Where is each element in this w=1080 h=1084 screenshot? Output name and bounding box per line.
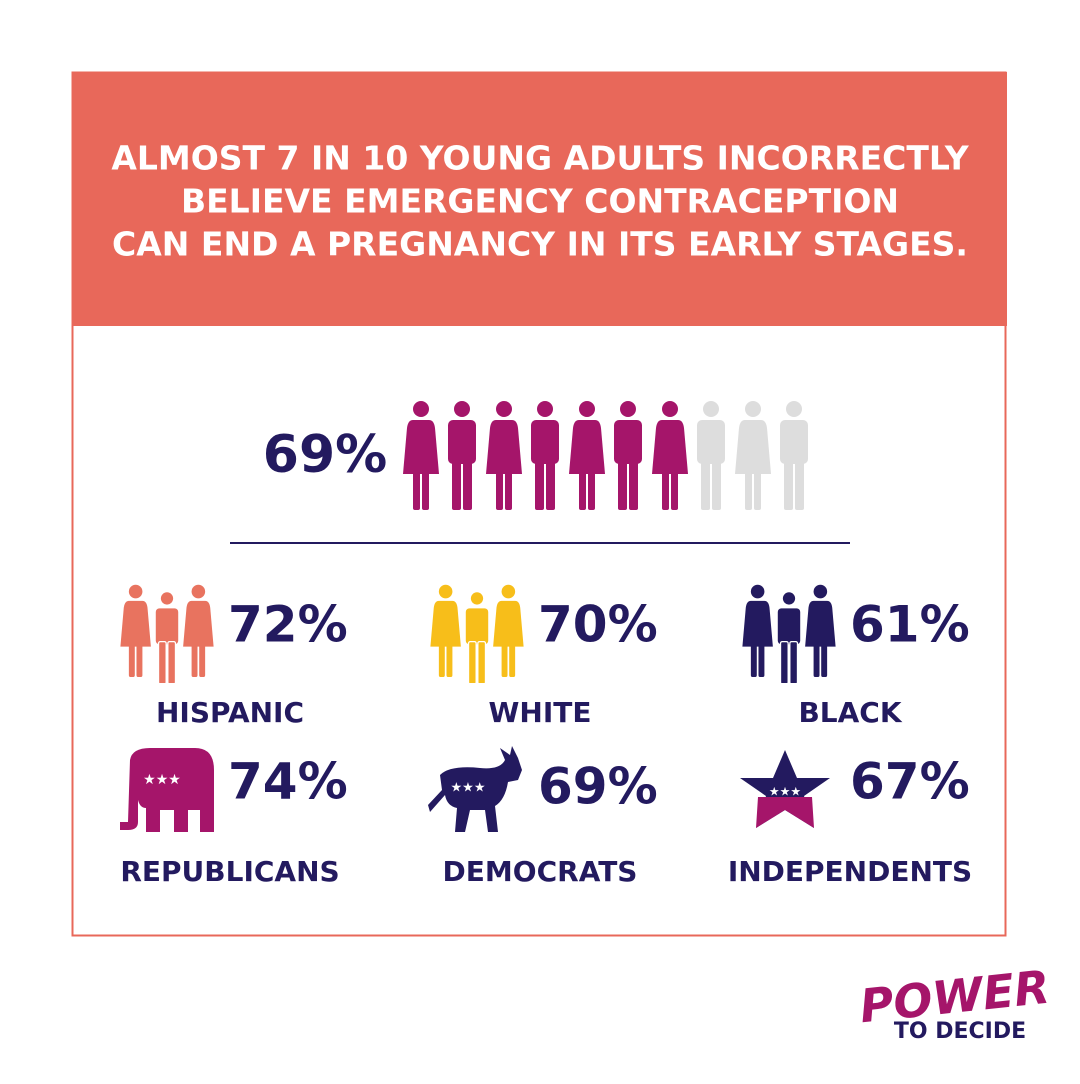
header xyxy=(72,72,1007,326)
svg-text:★★★: ★★★ xyxy=(451,781,486,796)
group-value: 69% xyxy=(538,758,658,816)
title-line: BELIEVE EMERGENCY CONTRACEPTION xyxy=(181,182,899,221)
group-label: REPUBLICANS xyxy=(120,855,339,888)
title-line: CAN END A PREGNANCY IN ITS EARLY STAGES. xyxy=(112,225,968,264)
group-value: 61% xyxy=(850,596,970,654)
group-label: INDEPENDENTS xyxy=(728,855,972,888)
logo-bottom: TO DECIDE xyxy=(894,1019,1026,1044)
overall-value: 69% xyxy=(263,425,387,485)
group-label: DEMOCRATS xyxy=(443,855,638,888)
title-line: ALMOST 7 IN 10 YOUNG ADULTS INCORRECTLY xyxy=(111,139,969,178)
group-value: 72% xyxy=(228,596,348,654)
group-value: 74% xyxy=(228,753,348,811)
group-label: BLACK xyxy=(798,696,902,729)
star-text: ★★★ xyxy=(769,785,801,799)
icons: ★★★ ★★★ ★★★ xyxy=(120,585,836,832)
svg-text:★★★: ★★★ xyxy=(143,772,181,788)
group-value: 67% xyxy=(850,753,970,811)
group-label: HISPANIC xyxy=(156,696,304,729)
group-label: WHITE xyxy=(489,696,592,729)
group-value: 70% xyxy=(538,596,658,654)
